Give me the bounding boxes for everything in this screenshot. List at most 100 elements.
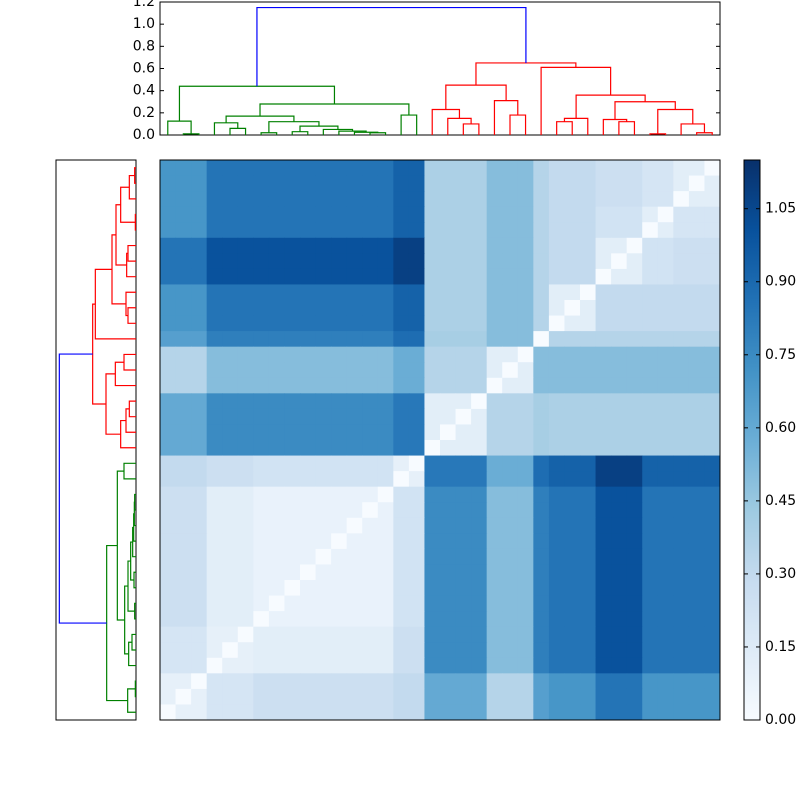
heatmap-cell	[175, 268, 192, 285]
heatmap-cell	[611, 611, 628, 628]
heatmap-cell	[237, 486, 254, 503]
heatmap-cell	[268, 595, 285, 612]
heatmap-cell	[284, 704, 301, 721]
heatmap-cell	[408, 486, 425, 503]
heatmap-cell	[268, 253, 285, 270]
heatmap-cell	[471, 253, 488, 270]
heatmap-cell	[191, 455, 208, 472]
top-dendrogram-link	[259, 103, 410, 117]
heatmap-cell	[408, 502, 425, 519]
heatmap-cell	[455, 580, 472, 597]
heatmap-cell	[642, 408, 659, 425]
top-dendrogram-link	[256, 6, 527, 87]
heatmap-cell	[471, 191, 488, 208]
top-dendrogram-link	[493, 100, 519, 135]
heatmap-cell	[688, 408, 705, 425]
heatmap-cell	[440, 268, 457, 285]
heatmap-cell	[580, 455, 597, 472]
top-dendrogram-link	[556, 121, 573, 135]
heatmap-cell	[580, 471, 597, 488]
heatmap-cell	[564, 517, 581, 534]
heatmap-cell	[517, 393, 534, 410]
heatmap-cell	[253, 362, 270, 379]
left-dendrogram-link	[123, 462, 136, 480]
heatmap-cell	[222, 564, 239, 581]
heatmap-cell	[408, 206, 425, 223]
heatmap-cell	[315, 657, 332, 674]
heatmap-cell	[222, 253, 239, 270]
heatmap-cell	[626, 595, 643, 612]
heatmap-cell	[268, 533, 285, 550]
heatmap-cell	[533, 533, 550, 550]
heatmap-cell	[626, 284, 643, 301]
heatmap-cell	[486, 548, 503, 565]
heatmap-cell	[191, 268, 208, 285]
heatmap-cell	[315, 377, 332, 394]
heatmap-cell	[315, 222, 332, 239]
heatmap-cell	[191, 284, 208, 301]
heatmap-cell	[611, 595, 628, 612]
heatmap-cell	[206, 362, 223, 379]
heatmap-cell	[331, 595, 348, 612]
heatmap-cell	[642, 160, 659, 177]
heatmap-cell	[408, 284, 425, 301]
heatmap-cell	[408, 315, 425, 332]
top-dendrogram-link	[563, 117, 589, 135]
left-dendrogram-link	[111, 234, 126, 305]
heatmap-cell	[657, 393, 674, 410]
heatmap-cell	[657, 626, 674, 643]
left-dendrogram-link	[134, 680, 136, 698]
heatmap-cell	[393, 471, 410, 488]
heatmap-cell	[377, 377, 394, 394]
heatmap-cell	[580, 548, 597, 565]
heatmap-cell	[206, 346, 223, 363]
heatmap-cell	[564, 315, 581, 332]
heatmap-cell	[688, 486, 705, 503]
heatmap-cell	[253, 688, 270, 705]
heatmap-cell	[377, 611, 394, 628]
heatmap-cell	[471, 222, 488, 239]
heatmap-cell	[704, 315, 721, 332]
heatmap-cell	[657, 548, 674, 565]
heatmap-cell	[502, 424, 519, 441]
heatmap-cell	[657, 253, 674, 270]
heatmap-cell	[688, 362, 705, 379]
heatmap-cell	[315, 595, 332, 612]
heatmap-cell	[284, 595, 301, 612]
heatmap-cell	[315, 642, 332, 659]
heatmap-cell	[704, 408, 721, 425]
heatmap-cell	[175, 331, 192, 348]
left-dendrogram-link	[134, 167, 136, 184]
heatmap-cell	[191, 191, 208, 208]
heatmap-cell	[191, 253, 208, 270]
heatmap-cell	[564, 424, 581, 441]
heatmap-cell	[580, 191, 597, 208]
heatmap-cell	[222, 580, 239, 597]
heatmap-cell	[377, 253, 394, 270]
heatmap-cell	[408, 642, 425, 659]
heatmap-cell	[424, 346, 441, 363]
heatmap-cell	[533, 611, 550, 628]
heatmap-cell	[642, 175, 659, 192]
heatmap-cell	[595, 222, 612, 239]
heatmap-cell	[331, 191, 348, 208]
left-dendrogram-link	[105, 373, 121, 435]
heatmap-cell	[315, 564, 332, 581]
heatmap-cell	[564, 253, 581, 270]
heatmap-cell	[486, 611, 503, 628]
heatmap-cell	[362, 580, 379, 597]
heatmap-cell	[160, 611, 177, 628]
heatmap-cell	[300, 284, 317, 301]
heatmap-cell	[331, 657, 348, 674]
heatmap-cell	[455, 237, 472, 254]
heatmap-cell	[455, 502, 472, 519]
heatmap-cell	[471, 673, 488, 690]
heatmap-cell	[175, 408, 192, 425]
heatmap-cell	[517, 377, 534, 394]
heatmap-cell	[533, 440, 550, 457]
heatmap-cell	[595, 642, 612, 659]
heatmap-cell	[346, 346, 363, 363]
heatmap-cell	[564, 533, 581, 550]
heatmap-cell	[611, 408, 628, 425]
heatmap-cell	[175, 533, 192, 550]
